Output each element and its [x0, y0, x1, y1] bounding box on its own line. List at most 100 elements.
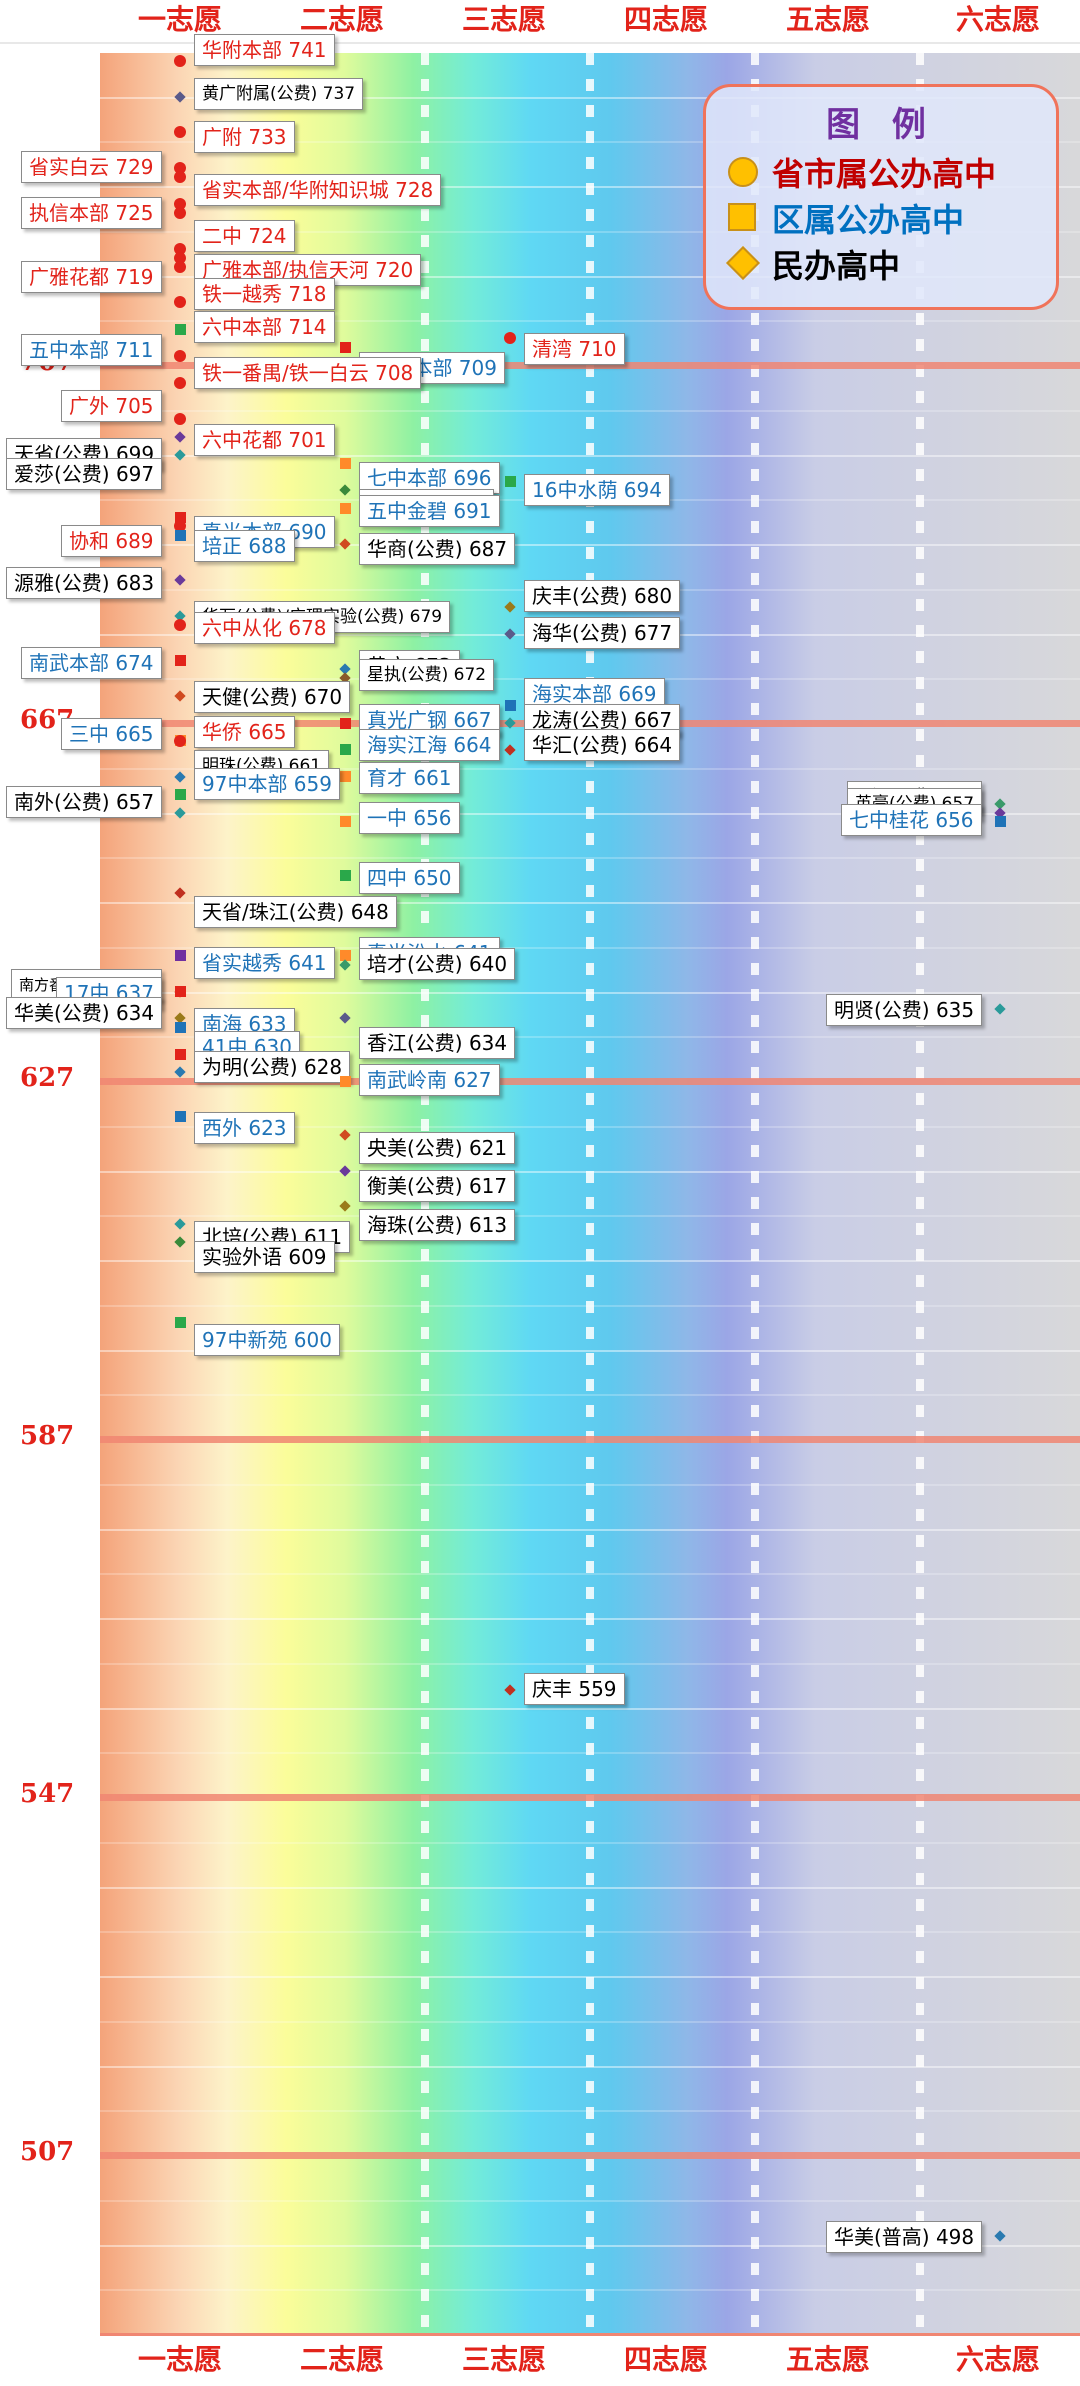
gridline-h — [100, 1125, 1080, 1128]
header-bottom: 一志愿 二志愿 三志愿 四志愿 五志愿 六志愿 — [0, 2336, 1080, 2386]
legend-label: 区属公办高中 — [772, 201, 965, 239]
gridline-h — [100, 141, 1080, 144]
school-label: 华商(公费) 687 — [359, 533, 516, 565]
gridline-h — [100, 320, 1080, 323]
vol-5-footer: 五志愿 — [785, 2343, 870, 2376]
school-label: 育才 661 — [359, 761, 460, 794]
school-marker — [339, 502, 351, 514]
school-label: 一中 656 — [359, 802, 460, 835]
gridline-h — [100, 544, 1080, 546]
legend-label: 民办高中 — [772, 247, 901, 285]
school-label: 爱莎(公费) 697 — [6, 457, 163, 490]
school-label: 三中 665 — [61, 717, 162, 750]
school-label: 七中桂花 656 — [841, 804, 982, 837]
vol-2-footer: 二志愿 — [299, 2343, 384, 2376]
gridline-h — [100, 1752, 1080, 1755]
gridline-v — [751, 53, 759, 2336]
gridline-h — [100, 1662, 1080, 1665]
school-label: 铁一越秀 718 — [194, 277, 335, 310]
diamond-icon — [726, 246, 760, 280]
school-label: 星执(公费) 672 — [359, 659, 495, 692]
school-label: 海华(公费) 677 — [524, 616, 681, 649]
gridline-h — [100, 902, 1080, 904]
school-label: 香江(公费) 634 — [359, 1027, 516, 1060]
legend-label: 省市属公办高中 — [772, 155, 997, 193]
vol-3-header: 三志愿 — [461, 3, 546, 36]
school-label: 央美(公费) 621 — [359, 1131, 516, 1164]
school-marker — [174, 296, 186, 309]
school-marker — [174, 734, 186, 747]
school-label: 省实白云 729 — [21, 151, 162, 184]
school-label: 庆丰(公费) 680 — [524, 579, 681, 612]
school-marker — [504, 475, 516, 487]
legend-item-district: 区属公办高中 — [728, 195, 965, 241]
square-icon — [728, 203, 756, 231]
school-label: 黄广附属(公费) 737 — [194, 77, 364, 110]
vol-3-footer: 三志愿 — [461, 2343, 546, 2376]
chart-bottom-line — [100, 2333, 1080, 2337]
school-label: 六中从化 678 — [194, 611, 335, 644]
circle-icon — [728, 157, 758, 187]
gridline-h — [100, 1483, 1080, 1486]
school-label: 源雅(公费) 683 — [6, 566, 163, 599]
school-marker — [174, 986, 186, 997]
school-label: 明贤(公费) 635 — [826, 994, 983, 1027]
score-threshold-line — [100, 1436, 1080, 1443]
gridline-h — [100, 812, 1080, 815]
school-label: 南外(公费) 657 — [6, 785, 163, 818]
school-label: 衡美(公费) 617 — [359, 1169, 516, 1202]
school-marker — [504, 332, 516, 345]
legend-title: 图 例 — [826, 105, 936, 145]
school-label: 海珠(公费) 613 — [359, 1209, 516, 1242]
gridline-h — [100, 96, 1080, 99]
school-marker — [174, 1111, 186, 1123]
school-marker — [339, 341, 351, 353]
school-label: 六中本部 714 — [194, 311, 335, 344]
gridline-h — [100, 1976, 1080, 1978]
gridline-h — [100, 2020, 1080, 2023]
gridline-v — [916, 53, 924, 2336]
school-label: 广雅花都 719 — [21, 260, 162, 293]
school-label: 广外 705 — [61, 389, 162, 422]
gridline-h — [100, 767, 1080, 770]
score-mark: 547 — [20, 1779, 75, 1809]
school-marker — [174, 54, 186, 67]
gridline-h — [100, 2110, 1080, 2113]
vol-2-header: 二志愿 — [299, 3, 384, 36]
school-label: 执信本部 725 — [21, 196, 162, 229]
school-marker — [339, 717, 351, 729]
school-marker — [174, 126, 186, 139]
gridline-h — [100, 1528, 1080, 1531]
gridline-h — [100, 1394, 1080, 1397]
school-label: 庆丰 559 — [524, 1672, 625, 1705]
gridline-h — [100, 2199, 1080, 2202]
chart-area — [100, 53, 1080, 2336]
gridline-h — [100, 2289, 1080, 2292]
gridline-h — [100, 1215, 1080, 1218]
gridline-h — [100, 991, 1080, 994]
school-label: 实验外语 609 — [194, 1241, 335, 1274]
school-label: 协和 689 — [61, 525, 162, 558]
score-mark: 587 — [20, 1421, 75, 1451]
school-marker — [174, 654, 186, 666]
gridline-h — [100, 1886, 1080, 1889]
vol-1-footer: 一志愿 — [137, 2343, 222, 2376]
school-marker — [174, 618, 186, 631]
gridline-h — [100, 1260, 1080, 1262]
score-threshold-line — [100, 2152, 1080, 2159]
school-label: 华汇(公费) 664 — [524, 728, 681, 761]
school-label: 华侨 665 — [194, 715, 295, 748]
school-marker — [174, 376, 186, 389]
gridline-h — [100, 1573, 1080, 1576]
gridline-h — [100, 946, 1080, 949]
gridline-h — [100, 275, 1080, 278]
score-threshold-line — [100, 1078, 1080, 1085]
gridline-h — [100, 186, 1080, 188]
school-label: 广附 733 — [194, 121, 295, 154]
gridline-h — [100, 1170, 1080, 1173]
score-mark: 627 — [20, 1063, 75, 1093]
school-label: 铁一番禺/铁一白云 708 — [194, 357, 422, 390]
school-label: 省实本部/华附知识城 728 — [194, 174, 442, 207]
gridline-h — [100, 1707, 1080, 1710]
school-marker — [339, 1075, 351, 1087]
